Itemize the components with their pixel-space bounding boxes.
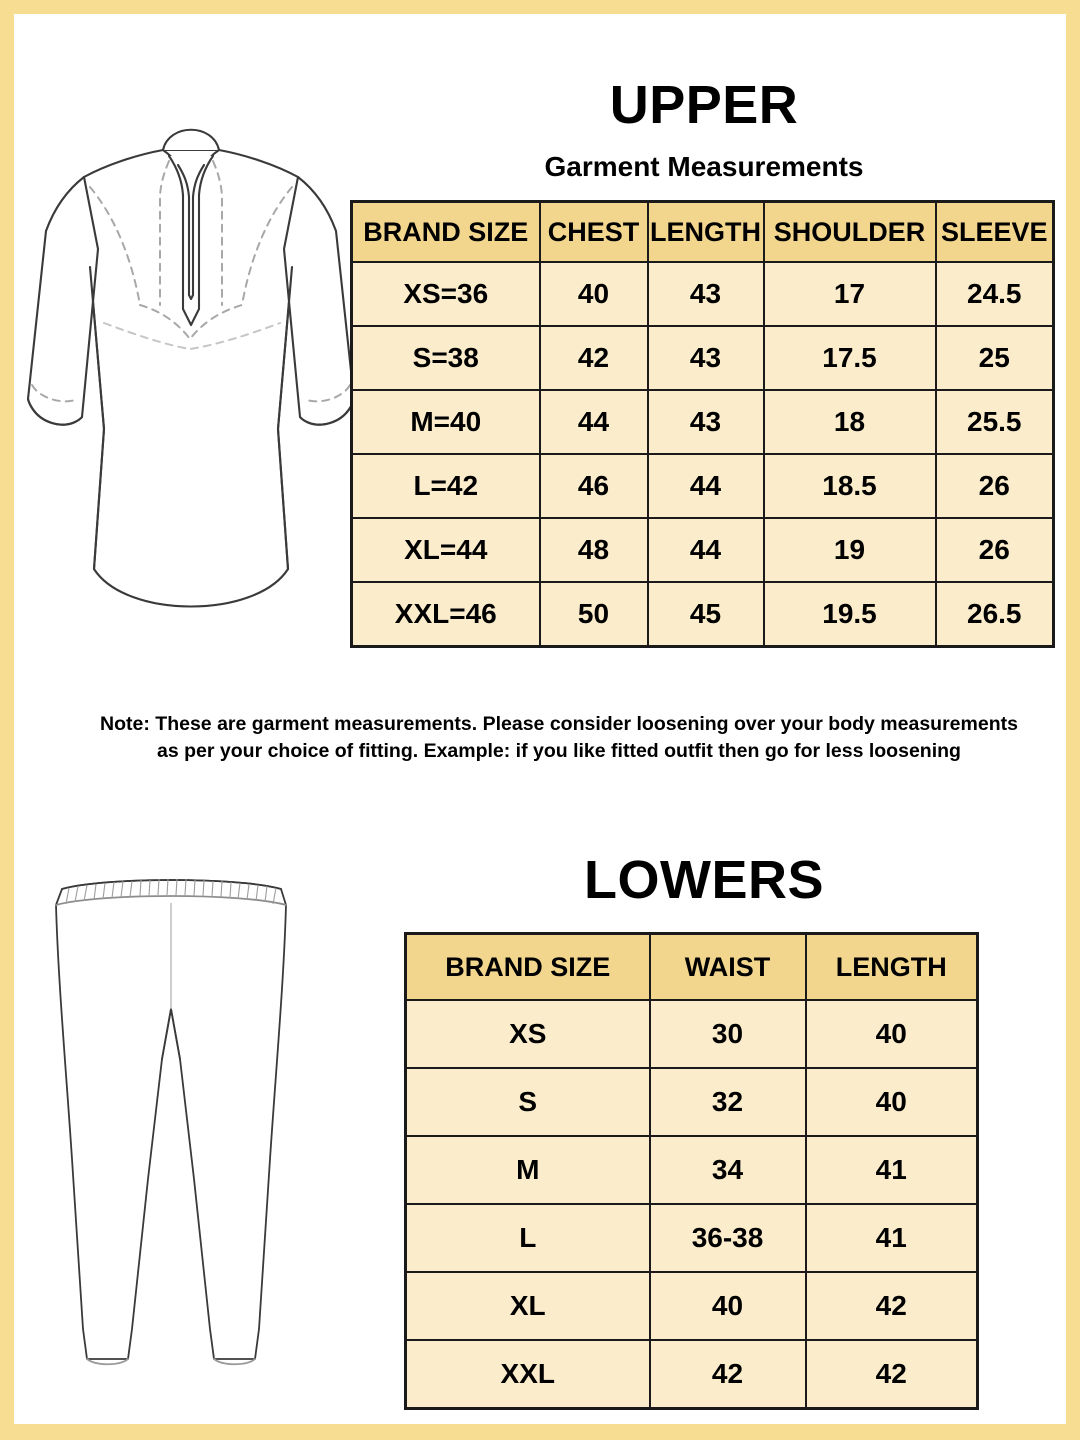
lowers-size-table: BRAND SIZE WAIST LENGTH XS 30 40 S 32 40…	[404, 932, 979, 1410]
table-row: XXL=46 50 45 19.5 26.5	[350, 581, 1055, 648]
column-header-shoulder: SHOULDER	[762, 200, 937, 263]
cell-shoulder: 19.5	[762, 581, 937, 648]
cell-length: 42	[804, 1271, 979, 1341]
cell-chest: 40	[538, 261, 649, 327]
kurta-illustration	[26, 99, 356, 659]
cell-length: 40	[804, 999, 979, 1069]
note-line-2: as per your choice of fitting. Example: …	[157, 740, 961, 762]
lowers-section-title: LOWERS	[584, 850, 824, 910]
column-header-brand-size: BRAND SIZE	[350, 200, 541, 263]
cell-waist: 34	[648, 1135, 807, 1205]
cell-chest: 50	[538, 581, 649, 648]
table-row: XS=36 40 43 17 24.5	[350, 261, 1055, 327]
column-header-sleeve: SLEEVE	[934, 200, 1055, 263]
cell-sleeve: 24.5	[934, 261, 1055, 327]
cell-brand-size: XS=36	[350, 261, 541, 327]
cell-chest: 42	[538, 325, 649, 391]
column-header-brand-size: BRAND SIZE	[404, 932, 651, 1001]
cell-sleeve: 26	[934, 453, 1055, 519]
cell-brand-size: XL	[404, 1271, 651, 1341]
table-row: XL 40 42	[404, 1271, 979, 1341]
column-header-length: LENGTH	[646, 200, 765, 263]
upper-size-table: BRAND SIZE CHEST LENGTH SHOULDER SLEEVE …	[350, 200, 1055, 648]
cell-brand-size: S	[404, 1067, 651, 1137]
pyjama-illustration	[44, 859, 299, 1399]
cell-shoulder: 19	[762, 517, 937, 583]
table-header-row: BRAND SIZE CHEST LENGTH SHOULDER SLEEVE	[350, 200, 1055, 263]
cell-length: 44	[646, 517, 765, 583]
cell-brand-size: XXL=46	[350, 581, 541, 648]
table-row: L=42 46 44 18.5 26	[350, 453, 1055, 519]
table-row: M=40 44 43 18 25.5	[350, 389, 1055, 455]
cell-shoulder: 17	[762, 261, 937, 327]
table-row: S=38 42 43 17.5 25	[350, 325, 1055, 391]
table-header-row: BRAND SIZE WAIST LENGTH	[404, 932, 979, 1001]
cell-waist: 42	[648, 1339, 807, 1410]
cell-brand-size: XS	[404, 999, 651, 1069]
note-line-1: Note: These are garment measurements. Pl…	[100, 713, 1018, 735]
cell-brand-size: L	[404, 1203, 651, 1273]
cell-length: 41	[804, 1203, 979, 1273]
table-row: S 32 40	[404, 1067, 979, 1137]
cell-length: 44	[646, 453, 765, 519]
cell-brand-size: XXL	[404, 1339, 651, 1410]
table-row: M 34 41	[404, 1135, 979, 1205]
table-row: L 36-38 41	[404, 1203, 979, 1273]
cell-length: 43	[646, 261, 765, 327]
cell-shoulder: 17.5	[762, 325, 937, 391]
cell-waist: 32	[648, 1067, 807, 1137]
table-row: XS 30 40	[404, 999, 979, 1069]
cell-length: 45	[646, 581, 765, 648]
upper-section-subtitle: Garment Measurements	[544, 151, 864, 182]
content-sheet: UPPER Garment Measurements BRAND SIZE CH…	[14, 14, 1066, 1424]
cell-length: 43	[646, 389, 765, 455]
column-header-length: LENGTH	[804, 932, 979, 1001]
cell-chest: 44	[538, 389, 649, 455]
table-row: XXL 42 42	[404, 1339, 979, 1410]
cell-waist: 30	[648, 999, 807, 1069]
cell-chest: 46	[538, 453, 649, 519]
measurement-note: Note: These are garment measurements. Pl…	[84, 711, 1034, 765]
column-header-chest: CHEST	[538, 200, 649, 263]
upper-section-title: UPPER	[609, 75, 799, 135]
cell-sleeve: 25.5	[934, 389, 1055, 455]
pyjama-technical-drawing-svg	[55, 878, 287, 1366]
cell-brand-size: L=42	[350, 453, 541, 519]
cell-brand-size: M	[404, 1135, 651, 1205]
cell-brand-size: XL=44	[350, 517, 541, 583]
cell-length: 42	[804, 1339, 979, 1410]
table-row: XL=44 48 44 19 26	[350, 517, 1055, 583]
cell-chest: 48	[538, 517, 649, 583]
cell-brand-size: S=38	[350, 325, 541, 391]
cell-sleeve: 26.5	[934, 581, 1055, 648]
column-header-waist: WAIST	[648, 932, 807, 1001]
cell-length: 41	[804, 1135, 979, 1205]
cell-length: 43	[646, 325, 765, 391]
cell-waist: 36-38	[648, 1203, 807, 1273]
cell-length: 40	[804, 1067, 979, 1137]
cell-shoulder: 18.5	[762, 453, 937, 519]
cell-sleeve: 26	[934, 517, 1055, 583]
kurta-technical-drawing-svg	[26, 128, 356, 608]
cell-shoulder: 18	[762, 389, 937, 455]
cell-sleeve: 25	[934, 325, 1055, 391]
cell-brand-size: M=40	[350, 389, 541, 455]
cell-waist: 40	[648, 1271, 807, 1341]
